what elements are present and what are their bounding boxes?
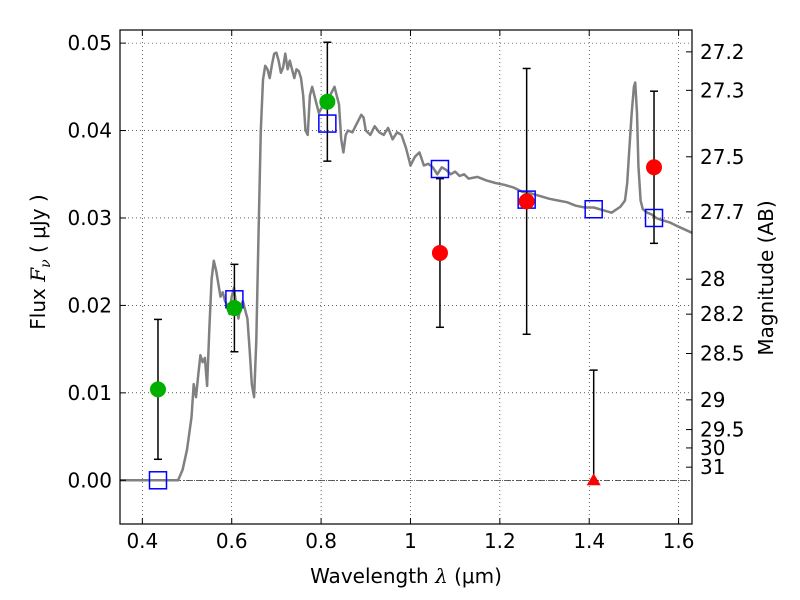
- observed-point: [226, 300, 243, 317]
- y2-axis-label: Magnitude (AB): [754, 200, 778, 355]
- observed-point: [646, 159, 663, 176]
- plot-frame: [119, 29, 693, 525]
- y-tick-label: 0.02: [67, 293, 112, 317]
- x-tick-label: 1.6: [663, 529, 695, 553]
- mag-tick-label: 28.5: [700, 342, 745, 366]
- model-photometry-square: [584, 199, 603, 219]
- model-photometry-square: [644, 208, 664, 228]
- y-axis-left: 0.00 0.01 0.02 0.03 0.04 0.05: [67, 31, 126, 492]
- y-tick-label: 0.04: [67, 119, 112, 143]
- observed-point: [518, 193, 535, 210]
- model-sed-line: [120, 51, 693, 482]
- mag-tick-label: 27.5: [700, 145, 745, 169]
- x-axis-label: Wavelength λ (μm): [310, 564, 502, 588]
- mag-tick-label: 29: [700, 388, 725, 412]
- mag-tick-label: 27.2: [700, 40, 745, 64]
- x-tick-label: 1.2: [484, 529, 516, 553]
- observed-point: [431, 244, 448, 261]
- grid-lines: [120, 30, 692, 524]
- x-tick-label: 0.4: [126, 529, 158, 553]
- model-photometry-square: [430, 159, 450, 179]
- y-axis-label: Flux Fν ( μJy ): [26, 194, 54, 329]
- mag-tick-label: 29.5: [700, 418, 745, 442]
- model-photometry-square: [318, 114, 337, 133]
- y-tick-label: 0.03: [67, 206, 112, 230]
- model-photometry-square: [148, 471, 168, 490]
- mag-tick-label: 27.3: [700, 78, 745, 102]
- upper-limit-triangle: [586, 473, 601, 486]
- mag-tick-label: 28: [700, 267, 725, 291]
- observed-point: [319, 93, 336, 110]
- x-tick-label: 0.8: [305, 529, 337, 553]
- x-axis: 0.4 0.6 0.8 1 1.2 1.4 1.6: [126, 30, 695, 553]
- observed-point: [149, 381, 166, 398]
- x-tick-label: 1.4: [573, 529, 605, 553]
- plot-content: [120, 41, 693, 490]
- mag-tick-label: 31: [700, 455, 725, 479]
- mag-tick-label: 30: [700, 436, 725, 460]
- y-tick-label: 0.05: [67, 31, 112, 55]
- mag-tick-label: 27.7: [700, 200, 745, 224]
- x-tick-label: 0.6: [216, 529, 248, 553]
- y-tick-label: 0.00: [67, 468, 112, 492]
- y-tick-label: 0.01: [67, 381, 112, 405]
- mag-tick-label: 28.2: [700, 302, 745, 326]
- x-tick-label: 1: [404, 529, 417, 553]
